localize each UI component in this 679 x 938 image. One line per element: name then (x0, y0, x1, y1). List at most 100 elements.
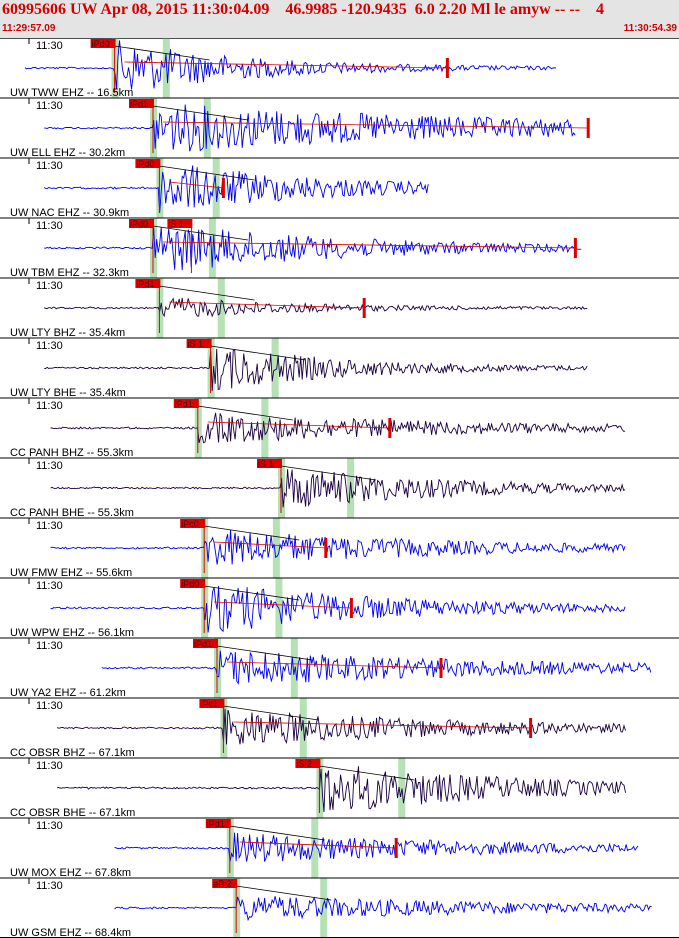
pick-label: iS 2 (296, 759, 312, 769)
window-end-time: 11:30:54.39 (623, 23, 677, 34)
waveform-trace (24, 40, 557, 90)
travel-time-curve (319, 765, 415, 781)
trace-label: UW YA2 EHZ -- 61.2km (10, 687, 126, 699)
amplitude-mark (388, 418, 392, 438)
pick-label: iPd1 (136, 279, 154, 289)
waveform-trace (50, 585, 626, 633)
pick-box (90, 39, 116, 48)
phase-window (217, 278, 225, 338)
pick-label: iPd1 (207, 819, 225, 829)
pick-label: iPc1 (200, 699, 218, 709)
trace-label: CC PANH BHE -- 55.3km (10, 507, 134, 519)
pick-box (135, 159, 161, 168)
pick-box (193, 639, 218, 648)
travel-time-curve (152, 105, 249, 121)
pick-box (129, 99, 154, 108)
amplitude-mark (394, 838, 398, 858)
trace-label: UW LTY BHZ -- 35.4km (10, 327, 125, 339)
pick-label: eP 2 (213, 879, 231, 889)
amplitude-mark (362, 298, 366, 318)
time-tick-label: 11:30 (36, 760, 63, 772)
waveform-trace (43, 165, 429, 213)
amplitude-mark (221, 178, 225, 198)
travel-time-curve (204, 525, 300, 541)
pick-label: iS 1 (188, 339, 204, 349)
pick-label: iPd0 (130, 219, 148, 229)
waveform-trace (114, 832, 639, 862)
coda-line (226, 661, 442, 669)
travel-time-curve (280, 465, 377, 481)
pick-label: iPd1 (175, 399, 193, 409)
amplitude-mark (439, 658, 443, 678)
pick-box (257, 459, 282, 468)
travel-time-curve (197, 405, 293, 421)
time-tick-label: 11:30 (36, 400, 63, 412)
pick-box (205, 819, 231, 828)
pick-label: iS 1 (168, 219, 184, 229)
pick-box (135, 279, 161, 288)
pick-label: iPd0 (92, 39, 110, 49)
coda-line (214, 601, 352, 609)
event-header: 60995606 UW Apr 08, 2015 11:30:04.09 46.… (0, 0, 679, 39)
time-tick-label: 11:30 (36, 700, 63, 712)
travel-time-curve (159, 285, 255, 301)
trace-label: UW GSM EHZ -- 68.4km (10, 927, 131, 938)
travel-time-curve (114, 45, 210, 61)
travel-time-curve (216, 645, 313, 661)
time-tick-label: 11:30 (36, 100, 63, 112)
waveform-trace (50, 412, 626, 444)
trace-label: CC PANH BHZ -- 55.3km (10, 447, 133, 459)
pick-label: iPc0 (181, 519, 199, 529)
pick-label: iPd0 (136, 159, 154, 169)
waveform-trace (44, 104, 576, 152)
coda-line (207, 421, 390, 429)
waveform-trace (114, 896, 652, 922)
trace-label: UW MOX EHZ -- 67.8km (10, 867, 131, 879)
trace-label: CC OBSR BHZ -- 67.1km (10, 747, 135, 759)
travel-time-curve (210, 345, 306, 361)
phase-window (290, 638, 298, 698)
amplitude-mark (445, 58, 449, 78)
pick-box (180, 579, 206, 588)
phase-window (320, 878, 328, 938)
amplitude-mark (573, 238, 577, 258)
pick-box (129, 219, 154, 228)
pick-box (167, 219, 193, 228)
travel-time-curve (159, 165, 255, 181)
trace-label: UW ELL EHZ -- 30.2km (10, 147, 125, 159)
phase-window (347, 458, 355, 518)
amplitude-mark (529, 718, 533, 738)
time-tick-label: 11:30 (36, 460, 63, 472)
trace-label: UW TBM EHZ -- 32.3km (10, 267, 129, 279)
coda-line (162, 241, 576, 249)
pick-box (186, 339, 212, 348)
amplitude-mark (349, 598, 353, 618)
phase-window (261, 398, 269, 458)
pick-label: iPd0 (181, 579, 199, 589)
waveform-trace (101, 650, 652, 685)
amplitude-mark (324, 538, 328, 558)
travel-time-curve (223, 705, 319, 721)
phase-window (272, 518, 280, 578)
trace-label: UW WPW EHZ -- 56.1km (10, 627, 134, 639)
time-tick-label: 11:30 (36, 520, 63, 532)
time-tick-label: 11:30 (36, 820, 63, 832)
coda-line (169, 181, 224, 189)
pick-box (295, 759, 321, 768)
waveform-trace (56, 708, 626, 745)
trace-label: UW NAC EHZ -- 30.9km (10, 207, 129, 219)
waveform-trace (44, 348, 588, 391)
pick-label: iPd1 (130, 99, 148, 109)
time-tick-label: 11:30 (36, 340, 63, 352)
phase-window (311, 818, 319, 878)
travel-time-curve (152, 225, 249, 241)
trace-label: UW LTY BHE -- 35.4km (10, 387, 126, 399)
pick-box (173, 399, 199, 408)
coda-line (239, 841, 397, 849)
time-tick-label: 11:30 (36, 220, 63, 232)
coda-line (214, 541, 326, 549)
time-tick-label: 11:30 (36, 280, 63, 292)
pick-label: iS 1 (258, 459, 274, 469)
travel-time-curve (204, 585, 300, 601)
